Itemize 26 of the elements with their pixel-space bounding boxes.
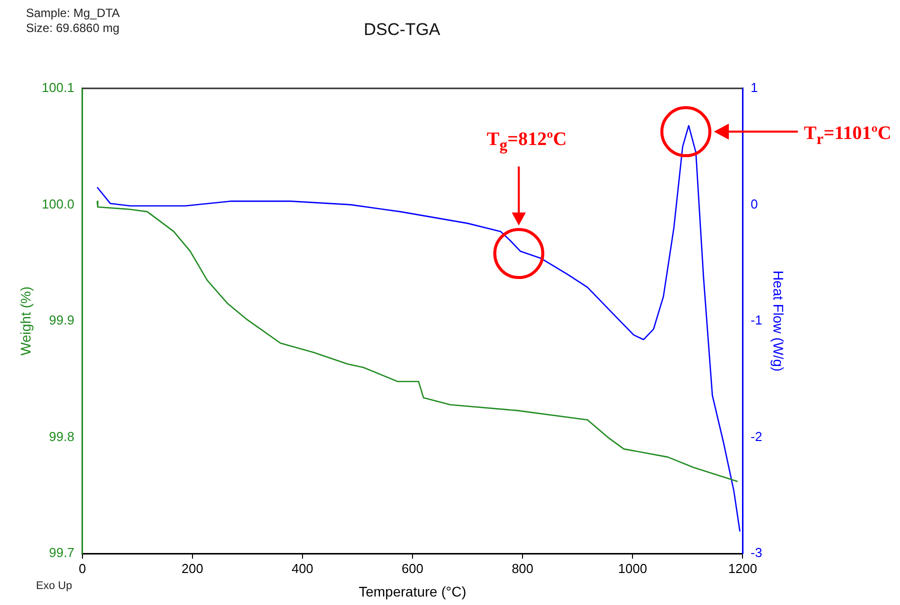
chart-title: DSC-TGA bbox=[364, 20, 441, 39]
x-axis-title: Temperature (°C) bbox=[358, 583, 466, 600]
y-tick-label: 99.9 bbox=[49, 312, 74, 328]
text: Exo Up bbox=[36, 578, 72, 594]
y-tick-label: 100.0 bbox=[42, 196, 74, 212]
annotation: T$_{g}$=812ºC bbox=[486, 128, 567, 154]
text: T$_{r}$=1101ºC bbox=[804, 122, 892, 148]
x-tick-label: 400 bbox=[292, 560, 314, 576]
y2-tick-label: -3 bbox=[750, 545, 762, 560]
y-tick-label: 99.7 bbox=[49, 545, 74, 560]
y2-axis-title: Heat Flow (W/g) bbox=[770, 270, 787, 372]
y-tick-label: 99.8 bbox=[49, 428, 74, 444]
y2-tick-label: 1 bbox=[750, 80, 758, 95]
x-tick-label: 0 bbox=[78, 560, 86, 576]
x-tick-label: 1000 bbox=[618, 560, 648, 576]
y2-tick-label: -2 bbox=[750, 428, 762, 444]
y-axis-title: Weight (%) bbox=[17, 286, 34, 356]
y2-tick-label: -1 bbox=[750, 312, 762, 328]
x-tick-label: 200 bbox=[182, 560, 204, 576]
x-tick-label: 800 bbox=[512, 560, 534, 576]
text: Size: 69.6860 mg bbox=[26, 21, 120, 36]
text: Sample: Mg_DTA bbox=[26, 6, 120, 21]
y2-tick-label: 0 bbox=[750, 196, 758, 212]
x-tick-label: 600 bbox=[402, 560, 424, 576]
x-tick-label: 1200 bbox=[728, 560, 758, 576]
y-tick-label: 100.1 bbox=[42, 80, 74, 95]
